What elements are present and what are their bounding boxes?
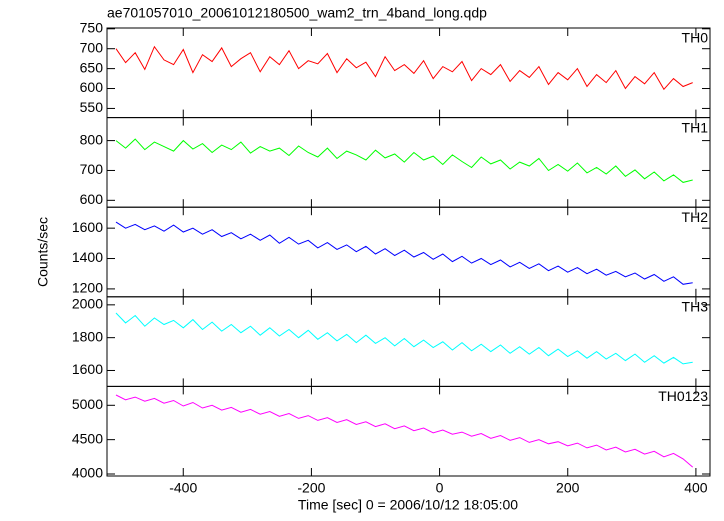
- x-tick-label: 0: [436, 480, 444, 496]
- panel-frame: [106, 385, 711, 477]
- chart-title: ae701057010_20061012180500_wam2_trn_4ban…: [107, 5, 487, 21]
- y-tick-label: 600: [80, 79, 104, 95]
- data-line: [115, 138, 693, 183]
- data-line: [115, 312, 693, 365]
- y-tick-label: 4500: [72, 430, 103, 446]
- series-label: TH1: [682, 119, 709, 135]
- y-tick-label: 1600: [72, 219, 103, 235]
- y-tick-label: 800: [80, 131, 104, 147]
- y-tick-label: 5000: [72, 396, 103, 412]
- y-tick-label: 600: [80, 191, 104, 207]
- y-tick-label: 1200: [72, 280, 103, 296]
- y-tick-label: 1600: [72, 361, 103, 377]
- y-axis-label: Counts/sec: [35, 217, 51, 287]
- x-tick-label: 400: [684, 480, 708, 496]
- y-tick-label: 4000: [72, 465, 103, 481]
- series-label: TH3: [682, 299, 709, 315]
- series-label: TH0: [682, 30, 709, 46]
- panel-frame: [106, 206, 711, 298]
- panel-frame: [106, 27, 711, 119]
- y-tick-label: 550: [80, 99, 104, 115]
- x-tick-label: 200: [556, 480, 580, 496]
- y-tick-label: 1800: [72, 328, 103, 344]
- data-line: [115, 394, 694, 468]
- x-tick-label: -200: [297, 480, 325, 496]
- series-label: TH2: [682, 209, 709, 225]
- x-axis-label: Time [sec] 0 = 2006/10/12 18:05:00: [298, 497, 518, 513]
- y-tick-label: 700: [80, 39, 104, 55]
- data-line: [115, 221, 693, 285]
- panel-frame: [106, 117, 711, 208]
- y-tick-label: 750: [80, 19, 104, 35]
- x-tick-label: -400: [169, 480, 197, 496]
- y-tick-label: 650: [80, 59, 104, 75]
- series-label: TH0123: [658, 388, 708, 404]
- y-tick-label: 700: [80, 161, 104, 177]
- data-line: [115, 45, 693, 91]
- y-tick-label: 1400: [72, 249, 103, 265]
- y-tick-label: 2000: [72, 296, 103, 312]
